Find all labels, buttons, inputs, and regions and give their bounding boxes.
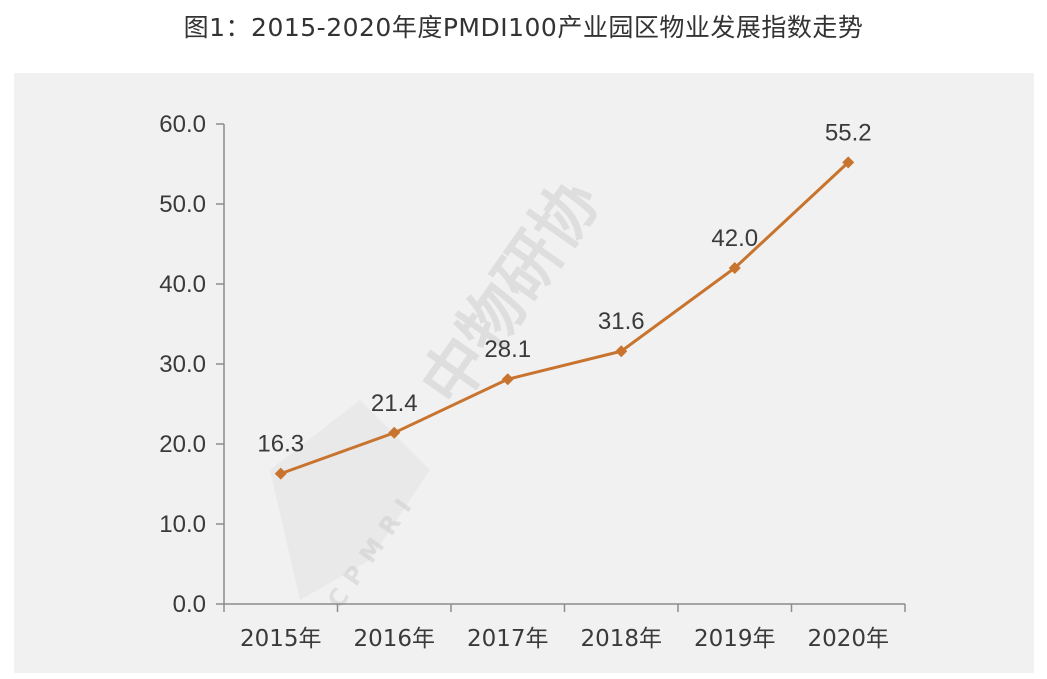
watermark-shape bbox=[270, 400, 430, 600]
chart-title: 图1：2015-2020年度PMDI100产业园区物业发展指数走势 bbox=[183, 13, 864, 42]
series-line bbox=[274, 156, 855, 480]
data-point-marker bbox=[842, 156, 855, 169]
y-tick-label: 60.0 bbox=[159, 111, 206, 138]
y-tick-label: 30.0 bbox=[159, 351, 206, 378]
x-tick-label: 2016年 bbox=[353, 626, 435, 652]
y-tick-label: 50.0 bbox=[159, 191, 206, 218]
x-tick-label: 2015年 bbox=[240, 626, 322, 652]
chart-panel bbox=[14, 73, 1034, 673]
x-tick-label: 2020年 bbox=[807, 626, 889, 652]
data-point-marker bbox=[615, 345, 628, 358]
data-label: 21.4 bbox=[371, 390, 418, 417]
data-label: 28.1 bbox=[484, 336, 531, 363]
data-label: 55.2 bbox=[825, 119, 872, 146]
x-tick-label: 2017年 bbox=[467, 626, 549, 652]
y-tick-label: 0.0 bbox=[173, 591, 206, 618]
y-tick-label: 20.0 bbox=[159, 431, 206, 458]
data-label: 31.6 bbox=[598, 308, 645, 335]
x-tick-label: 2018年 bbox=[580, 626, 662, 652]
axes: 0.0 10.0 20.0 30.0 40.0 50.0 60.0 2015年 2016年 201… bbox=[159, 111, 906, 652]
data-point-marker bbox=[274, 467, 287, 480]
data-label: 42.0 bbox=[711, 225, 758, 252]
data-point-marker bbox=[388, 426, 401, 439]
series-polyline bbox=[280, 161, 850, 476]
data-labels: 16.3 21.4 28.1 31.6 42.0 55.2 bbox=[257, 119, 871, 457]
data-label: 16.3 bbox=[257, 431, 304, 458]
data-point-marker bbox=[728, 262, 741, 274]
y-tick-label: 10.0 bbox=[159, 511, 206, 538]
y-tick-label: 40.0 bbox=[159, 271, 206, 298]
x-tick-label: 2019年 bbox=[694, 626, 776, 652]
data-point-marker bbox=[501, 373, 514, 386]
